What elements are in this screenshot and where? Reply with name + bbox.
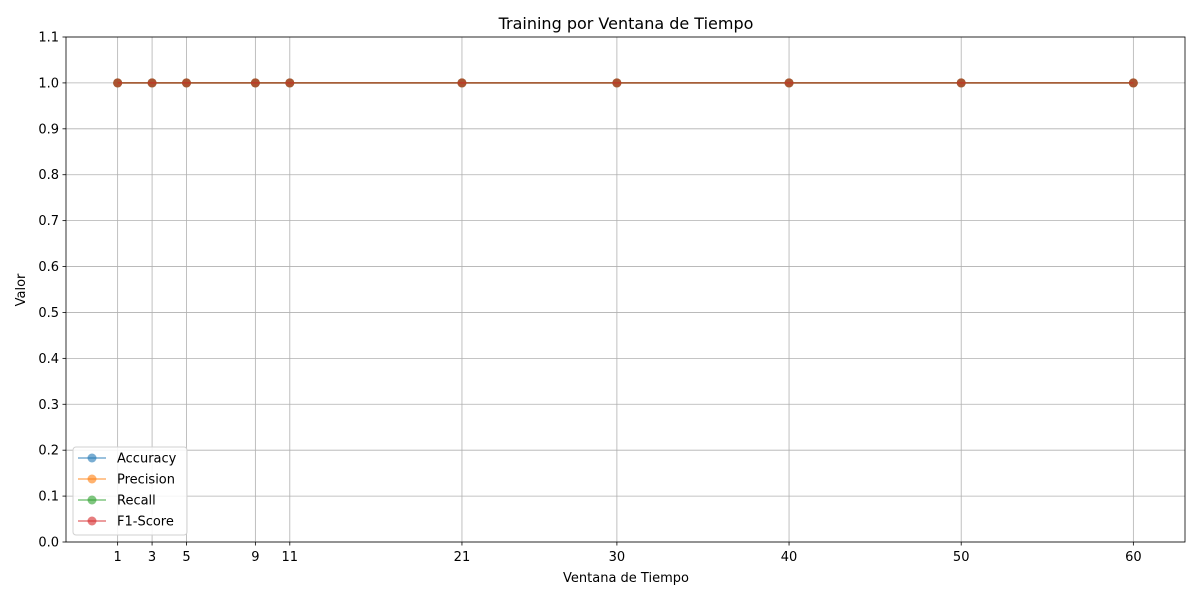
x-axis-label: Ventana de Tiempo <box>563 571 689 586</box>
x-tick-label: 60 <box>1125 550 1142 565</box>
y-tick-label: 0.0 <box>38 536 59 551</box>
legend-swatch-marker-accuracy <box>87 453 97 463</box>
data-point-f1-score <box>285 78 295 88</box>
data-point-f1-score <box>182 78 192 88</box>
y-tick-label: 0.3 <box>38 398 59 413</box>
legend-label-precision: Precision <box>117 473 175 488</box>
data-point-f1-score <box>612 78 622 88</box>
y-tick-label: 0.9 <box>38 122 59 137</box>
y-tick-label: 0.7 <box>38 214 59 229</box>
y-tick-label: 0.1 <box>38 490 59 505</box>
axes <box>62 36 1186 546</box>
x-tick-label: 9 <box>251 550 259 565</box>
y-tick-label: 0.4 <box>38 352 59 367</box>
data-point-f1-score <box>956 78 966 88</box>
y-tick-label: 0.6 <box>38 260 59 275</box>
legend-label-recall: Recall <box>117 494 156 509</box>
legend: Accuracy Precision Recall F1-Score <box>72 446 188 536</box>
tick-labels: 0.0 0.1 0.2 0.3 0.4 0.5 0.6 0.7 0.8 0.9 1.0 1.1 1 3 5 9… <box>38 31 1141 566</box>
y-tick-label: 0.5 <box>38 306 59 321</box>
legend-swatch-marker-recall <box>87 495 97 505</box>
y-tick-label: 0.8 <box>38 168 59 183</box>
x-tick-label: 1 <box>114 550 122 565</box>
y-tick-label: 1.1 <box>38 31 59 46</box>
y-axis-label: Valor <box>14 273 29 306</box>
data-point-f1-score <box>147 78 157 88</box>
x-tick-label: 5 <box>182 550 190 565</box>
legend-swatch-marker-precision <box>87 474 97 484</box>
x-tick-label: 21 <box>454 550 471 565</box>
legend-label-f1-score: F1-Score <box>117 515 174 530</box>
data-point-f1-score <box>784 78 794 88</box>
legend-box <box>72 446 188 536</box>
y-tick-label: 1.0 <box>38 76 59 91</box>
data-point-f1-score <box>457 78 467 88</box>
y-tick-label: 0.2 <box>38 444 59 459</box>
data-point-f1-score <box>1128 78 1138 88</box>
chart-title: Training por Ventana de Tiempo <box>498 14 754 33</box>
plot-frame <box>65 36 1186 543</box>
data-point-f1-score <box>250 78 260 88</box>
x-tick-label: 11 <box>282 550 299 565</box>
x-tick-label: 3 <box>148 550 156 565</box>
data-point-f1-score <box>113 78 123 88</box>
x-tick-label: 30 <box>609 550 626 565</box>
legend-swatch-marker-f1-score <box>87 516 97 526</box>
legend-label-accuracy: Accuracy <box>117 452 177 467</box>
x-tick-label: 40 <box>781 550 798 565</box>
x-tick-label: 50 <box>953 550 970 565</box>
series-layer <box>113 78 1138 88</box>
